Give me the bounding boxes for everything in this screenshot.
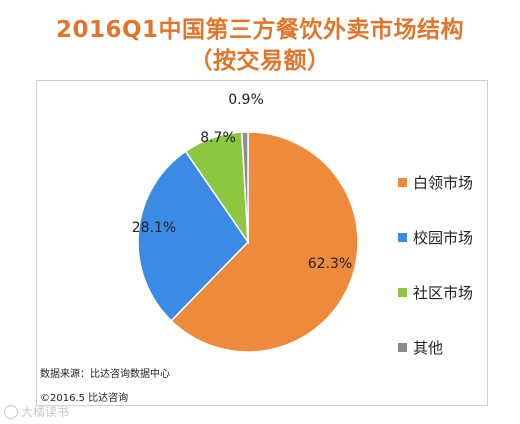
chart-subtitle: （按交易额）	[189, 48, 331, 74]
legend-swatch	[398, 178, 407, 187]
legend-item: 其他	[398, 337, 443, 358]
pie-value-label: 0.9%	[228, 92, 264, 108]
pie-value-label: 62.3%	[308, 256, 352, 272]
legend-label: 社区市场	[413, 284, 474, 302]
copyright: ©2016.5 比达咨询	[40, 393, 129, 404]
pie-value-label: 8.7%	[200, 130, 236, 146]
legend-swatch	[398, 233, 407, 242]
legend-swatch	[398, 343, 407, 352]
legend-item: 校园市场	[398, 227, 473, 248]
pie-slice-白领市场	[170, 131, 359, 353]
legend-label: 白领市场	[413, 174, 474, 192]
chart-title: 2016Q1中国第三方餐饮外卖市场结构	[55, 17, 465, 43]
legend-label: 其他	[413, 339, 444, 357]
watermark-logo-icon	[4, 404, 18, 419]
legend-item: 白领市场	[398, 172, 473, 193]
data-source: 数据来源：比达咨询数据中心	[40, 369, 170, 380]
pie-slice-校园市场	[137, 150, 249, 322]
watermark: 大橘读书	[4, 403, 69, 420]
legend-swatch	[398, 288, 407, 297]
legend-label: 校园市场	[413, 229, 474, 247]
watermark-text: 大橘读书	[21, 405, 70, 419]
pie-slice-其他	[240, 131, 249, 243]
legend-item: 社区市场	[398, 282, 473, 303]
pie-value-label: 28.1%	[132, 220, 176, 236]
